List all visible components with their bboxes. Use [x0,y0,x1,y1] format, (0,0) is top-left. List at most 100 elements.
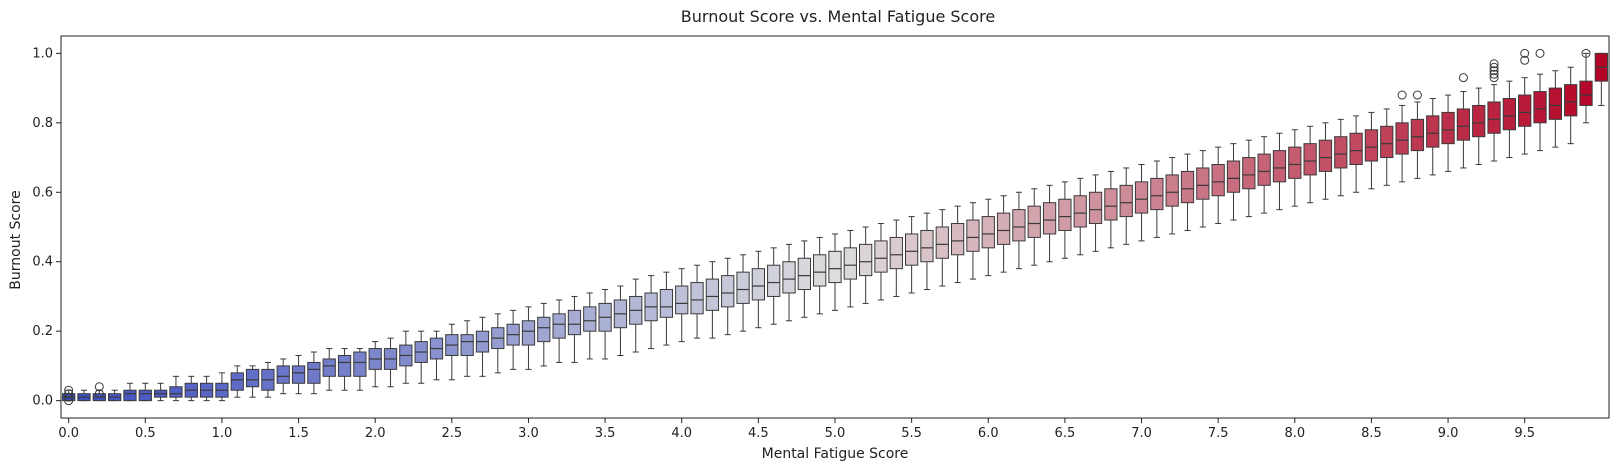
box-body [169,386,183,398]
box-body [1334,136,1348,169]
box-body [1088,191,1103,225]
x-axis: 0.0 0.5 1.0 1.5 2.0 2.5 3.0 3.5 4.0 4.5 5.0 5.5 6.0 6… [58,418,1535,441]
box-68 [1104,170,1118,249]
outlier-point [1520,48,1530,58]
box-80 [1288,129,1302,207]
box-body [889,236,903,270]
box-body [1441,111,1455,145]
box-body [843,247,857,280]
box-79 [1272,132,1287,211]
box-body [1196,167,1210,200]
box-body [920,229,934,263]
box-body [1564,84,1578,117]
box-44 [736,254,750,332]
box-87 [1395,104,1409,183]
box-body [291,365,306,384]
box-45 [751,250,765,329]
box-body [813,254,827,287]
box-body [1487,101,1501,134]
box-body [1042,202,1057,235]
box-69 [1119,167,1133,245]
outlier-point [1489,66,1499,76]
box-36 [613,285,628,356]
x-tick-label: 8.0 [1284,426,1305,441]
box-90 [1441,94,1455,172]
box-body [1380,125,1394,159]
box-body [1242,157,1256,190]
box-91 [1456,91,1471,169]
box-63 [1027,188,1041,266]
box-66 [1073,177,1087,256]
box-88 [1410,101,1425,179]
box-body [721,275,735,308]
box-body [1226,160,1241,193]
x-tick-label: 7.5 [1208,426,1229,441]
x-tick-label: 2.5 [441,426,462,441]
y-tick-label: 0.4 [32,255,53,270]
box-body [1410,118,1425,152]
box-body [245,368,260,388]
box-8 [184,375,198,402]
box-body [935,226,949,259]
box-body [1257,153,1271,186]
box-body [736,271,750,304]
x-tick-label: 3.5 [595,426,616,441]
box-5 [138,382,152,402]
y-tick-label: 0.0 [32,394,53,409]
box-body [1579,80,1593,106]
box-body [1472,104,1486,138]
box-body [1134,181,1149,214]
box-body [276,365,290,384]
box-body [307,361,321,384]
axes-frame [60,35,1610,419]
box-33 [567,295,582,363]
outlier-point [94,389,104,399]
box-96 [1533,73,1547,152]
box-57 [935,209,949,287]
box-100 [1594,52,1608,106]
box-body [322,358,336,377]
box-body [1426,115,1440,148]
box-83 [1334,118,1348,197]
x-tick-label: 4.5 [748,426,769,441]
box-64 [1042,184,1057,263]
box-47 [782,243,796,322]
box-body [828,250,842,284]
x-tick-label: 6.5 [1055,426,1076,441]
box-85 [1364,111,1379,190]
outlier-point [1520,55,1530,65]
outlier-point [64,389,74,399]
box-body [1119,184,1133,218]
box-40 [675,268,689,343]
box-26 [460,320,474,377]
y-axis-title: Burnout Score [8,190,24,289]
box-20 [368,341,382,388]
box-56 [920,212,934,291]
y-tick-label: 0.6 [32,185,53,200]
box-body [966,219,980,252]
box-body [123,389,137,402]
box-35 [598,289,612,360]
outlier-point [1535,48,1545,58]
box-body [905,233,919,266]
outlier-point [1489,73,1499,83]
box-0 [62,389,76,402]
x-tick-label: 9.5 [1514,426,1535,441]
chart-title: Burnout Score vs. Mental Fatigue Score [681,7,995,26]
box-body [337,354,352,377]
x-tick-label: 0.0 [58,426,79,441]
x-axis-title: Mental Fatigue Score [762,446,909,462]
box-6 [153,382,168,402]
box-30 [521,306,536,370]
box-98 [1564,66,1578,145]
box-61 [996,195,1011,273]
box-31 [537,302,551,367]
outlier-point [1489,69,1499,79]
box-body [537,316,551,343]
box-body [1288,146,1302,179]
outlier-point [1489,62,1499,72]
box-body [1150,177,1164,211]
box-2 [92,389,106,402]
box-body [1349,132,1363,165]
